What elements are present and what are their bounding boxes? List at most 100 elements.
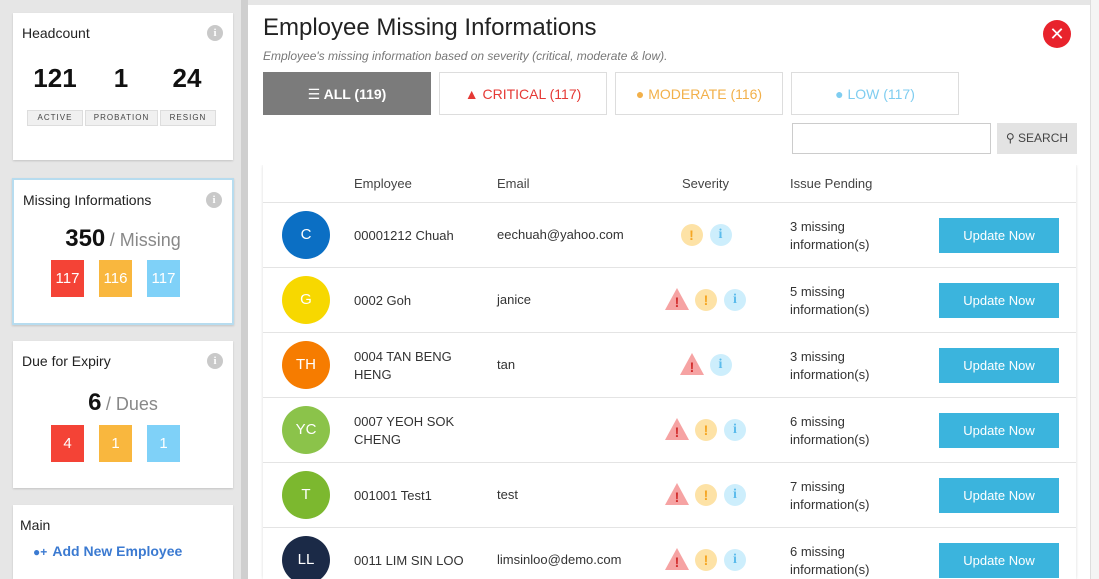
table-row: YC 0007 YEOH SOK CHENG!! i 6 missing inform… — [263, 397, 1076, 463]
svg-text:!: ! — [675, 294, 680, 310]
expiry-card: Due for Expiry i 6 / Dues 4 1 1 — [13, 341, 233, 488]
email: limsinloo@demo.com — [497, 552, 622, 567]
tab-label: CRITICAL (117) — [482, 86, 582, 102]
main-card: Main ●+ Add New Employee — [13, 505, 233, 579]
email: eechuah@yahoo.com — [497, 227, 624, 242]
info-icon[interactable]: i — [207, 353, 223, 369]
info-icon[interactable]: i — [206, 192, 222, 208]
issue-pending: 7 missing information(s) — [790, 479, 870, 512]
add-user-icon: ●+ — [33, 545, 48, 559]
severity-low-icon: i — [724, 549, 746, 571]
triangle: ! — [679, 353, 704, 375]
avatar: LL — [282, 536, 330, 579]
update-button[interactable]: Update Now — [939, 348, 1059, 383]
search-icon: ⚲ — [1005, 131, 1019, 145]
issue-pending: 3 missing information(s) — [790, 219, 870, 252]
update-button[interactable]: Update Now — [939, 218, 1059, 253]
employee: 0007 YEOH SOK CHENG — [354, 414, 455, 447]
svg-text:!: ! — [689, 359, 694, 375]
card-title: Missing Informations — [23, 192, 152, 208]
close-button[interactable]: ✕ — [1043, 20, 1071, 48]
missing-total: 350 — [65, 225, 106, 252]
table-row: G 0002 Goh janice!! i 5 missing information(… — [263, 267, 1076, 333]
severity-moderate-icon: ! — [695, 419, 717, 441]
headcount-card: Headcount i 121 1 24 ACTIVE PROBATION RE… — [13, 13, 233, 160]
table: Employee Email Severity Issue Pending C 0… — [248, 165, 1090, 579]
info-icon[interactable]: i — [207, 25, 223, 41]
moderate-count: 1 — [99, 425, 132, 462]
tab-label: LOW (117) — [847, 86, 915, 102]
tab-critical[interactable]: ▲ CRITICAL (117) — [439, 72, 607, 115]
scrollbar — [241, 0, 248, 579]
employee: 0011 LIM SIN LOO — [354, 553, 464, 568]
headcount-label: ACTIVE — [27, 110, 83, 126]
triangle: ! — [665, 548, 689, 570]
missing-unit: / Missing — [109, 230, 181, 250]
table-row: LL 0011 LIM SIN LOO limsinloo@demo.com!! i 6… — [263, 527, 1076, 579]
employee: 0004 TAN BENG HENG — [354, 349, 452, 382]
severity-low-icon: i — [724, 289, 746, 311]
triangle: ! — [665, 418, 689, 440]
severity-critical-icon: ! — [665, 418, 689, 441]
severity-low-icon: i — [724, 419, 746, 441]
missing-card[interactable]: Missing Informations i 350 / Missing 117… — [12, 178, 234, 325]
header-issue: Issue Pending — [790, 176, 873, 191]
tab-label: MODERATE (116) — [648, 86, 763, 102]
critical-count: 4 — [51, 425, 84, 462]
email: test — [497, 487, 518, 502]
severity-low-icon: i — [709, 224, 732, 246]
card-title: Due for Expiry — [22, 353, 111, 369]
employee: 0002 Goh — [354, 293, 412, 308]
search-label: SEARCH — [1018, 131, 1069, 145]
email: janice — [497, 292, 531, 307]
issue-pending: 3 missing information(s) — [790, 349, 870, 382]
svg-text:!: ! — [675, 489, 680, 505]
update-button[interactable]: Update Now — [939, 413, 1059, 448]
low-count: 1 — [147, 425, 180, 462]
tab-all[interactable]: ☰ ALL (119) — [263, 72, 431, 115]
add-employee-link[interactable]: ●+ Add New Employee — [33, 543, 182, 559]
headcount-label: PROBATION — [85, 110, 158, 126]
tab-label: ALL (119) — [323, 86, 387, 102]
tab-icon: ☰ — [307, 86, 324, 102]
severity-critical-icon: ! — [665, 483, 689, 506]
headcount-value: 24 — [172, 63, 202, 93]
update-button[interactable]: Update Now — [939, 478, 1059, 513]
update-button[interactable]: Update Now — [939, 543, 1059, 578]
severity-moderate-icon: ! — [680, 224, 703, 246]
card-title: Main — [20, 517, 51, 533]
search-input[interactable] — [792, 123, 991, 154]
headcount-label: RESIGN — [160, 110, 216, 126]
update-button[interactable]: Update Now — [939, 283, 1059, 318]
header-employee: Employee — [354, 176, 412, 191]
search-button[interactable]: ⚲ SEARCH — [997, 123, 1077, 154]
headcount-value: 1 — [113, 63, 129, 93]
avatar: TH — [282, 341, 330, 389]
page-scrollbar — [1090, 0, 1099, 579]
table-row: C 00001212 Chuah eechuah@yahoo.com! i 3 miss… — [263, 202, 1076, 268]
severity-moderate-icon: ! — [695, 484, 717, 506]
critical-count: 117 — [51, 260, 84, 297]
avatar: T — [282, 471, 330, 519]
triangle: ! — [665, 288, 689, 310]
email: tan — [497, 357, 516, 372]
tab-low[interactable]: ● LOW (117) — [791, 72, 959, 115]
severity-moderate-icon: ! — [695, 289, 717, 311]
moderate-count: 116 — [99, 260, 132, 297]
expiry-total-line: 6 / Dues — [13, 389, 233, 417]
employee: 001001 Test1 — [354, 488, 432, 503]
modal-title: Employee Missing Informations — [263, 14, 597, 41]
low-count: 117 — [147, 260, 180, 297]
avatar: C — [282, 211, 330, 259]
avatar: G — [282, 276, 330, 324]
severity-low-icon: i — [709, 354, 732, 376]
header-email: Email — [497, 176, 530, 191]
headcount-value: 121 — [33, 63, 77, 93]
tab-icon: ▲ — [464, 86, 483, 102]
tab-moderate[interactable]: ● MODERATE (116) — [615, 72, 783, 115]
header-severity: Severity — [682, 176, 729, 191]
severity-critical-icon: ! — [679, 353, 704, 376]
triangle: ! — [665, 483, 689, 505]
add-employee-text: Add New Employee — [52, 543, 183, 559]
